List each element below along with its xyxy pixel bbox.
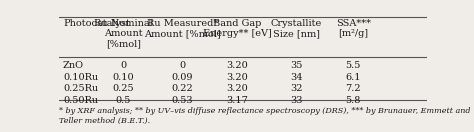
Text: 0.25: 0.25 (113, 84, 134, 93)
Text: 5.5: 5.5 (346, 61, 361, 70)
Text: Crystallite
Size [nm]: Crystallite Size [nm] (271, 19, 322, 38)
Text: 0.50Ru: 0.50Ru (63, 96, 98, 105)
Text: 0.10Ru: 0.10Ru (63, 73, 98, 82)
Text: 34: 34 (290, 73, 302, 82)
Text: 3.20: 3.20 (227, 73, 248, 82)
Text: 0.09: 0.09 (172, 73, 193, 82)
Text: 35: 35 (290, 61, 302, 70)
Text: 5.8: 5.8 (346, 96, 361, 105)
Text: 3.20: 3.20 (227, 61, 248, 70)
Text: 7.2: 7.2 (346, 84, 361, 93)
Text: 0.25Ru: 0.25Ru (63, 84, 98, 93)
Text: SSA***
[m²/g]: SSA*** [m²/g] (336, 19, 371, 38)
Text: * by XRF analysis; ** by UV–vis diffuse reflectance spectroscopy (DRS), *** by B: * by XRF analysis; ** by UV–vis diffuse … (59, 107, 471, 124)
Text: Ru Measured*
Amount [%mol]: Ru Measured* Amount [%mol] (144, 19, 221, 38)
Text: 0.10: 0.10 (113, 73, 134, 82)
Text: 32: 32 (290, 84, 302, 93)
Text: Ru Nominal
Amount
[%mol]: Ru Nominal Amount [%mol] (94, 19, 153, 49)
Text: 3.20: 3.20 (227, 84, 248, 93)
Text: 0.53: 0.53 (172, 96, 193, 105)
Text: 0: 0 (120, 61, 127, 70)
Text: 0: 0 (179, 61, 185, 70)
Text: 33: 33 (290, 96, 302, 105)
Text: 3.17: 3.17 (227, 96, 248, 105)
Text: ZnO: ZnO (63, 61, 84, 70)
Text: Band Gap
Energy** [eV]: Band Gap Energy** [eV] (203, 19, 272, 38)
Text: 6.1: 6.1 (346, 73, 361, 82)
Text: 0.5: 0.5 (116, 96, 131, 105)
Text: Photocatalyst: Photocatalyst (63, 19, 130, 28)
Text: 0.22: 0.22 (172, 84, 193, 93)
